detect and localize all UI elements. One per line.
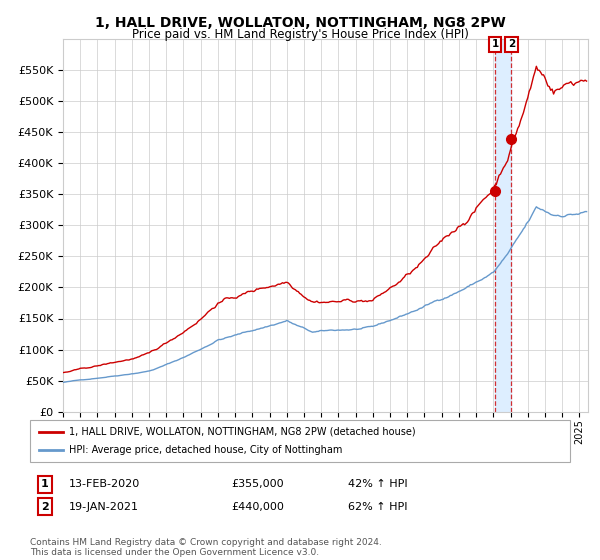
Text: 19-JAN-2021: 19-JAN-2021 — [69, 502, 139, 512]
Text: HPI: Average price, detached house, City of Nottingham: HPI: Average price, detached house, City… — [69, 445, 343, 455]
Text: 2: 2 — [508, 39, 515, 49]
Bar — [495, 39, 511, 412]
Text: Price paid vs. HM Land Registry's House Price Index (HPI): Price paid vs. HM Land Registry's House … — [131, 28, 469, 41]
Text: 13-FEB-2020: 13-FEB-2020 — [69, 479, 140, 489]
Text: 1, HALL DRIVE, WOLLATON, NOTTINGHAM, NG8 2PW (detached house): 1, HALL DRIVE, WOLLATON, NOTTINGHAM, NG8… — [69, 427, 416, 437]
Text: Contains HM Land Registry data © Crown copyright and database right 2024.
This d: Contains HM Land Registry data © Crown c… — [30, 538, 382, 557]
Text: 42% ↑ HPI: 42% ↑ HPI — [348, 479, 407, 489]
Text: £440,000: £440,000 — [231, 502, 284, 512]
Text: 1, HALL DRIVE, WOLLATON, NOTTINGHAM, NG8 2PW: 1, HALL DRIVE, WOLLATON, NOTTINGHAM, NG8… — [95, 16, 505, 30]
Text: 1: 1 — [41, 479, 49, 489]
Text: 62% ↑ HPI: 62% ↑ HPI — [348, 502, 407, 512]
Text: 2: 2 — [41, 502, 49, 512]
Text: £355,000: £355,000 — [231, 479, 284, 489]
Text: 1: 1 — [491, 39, 499, 49]
